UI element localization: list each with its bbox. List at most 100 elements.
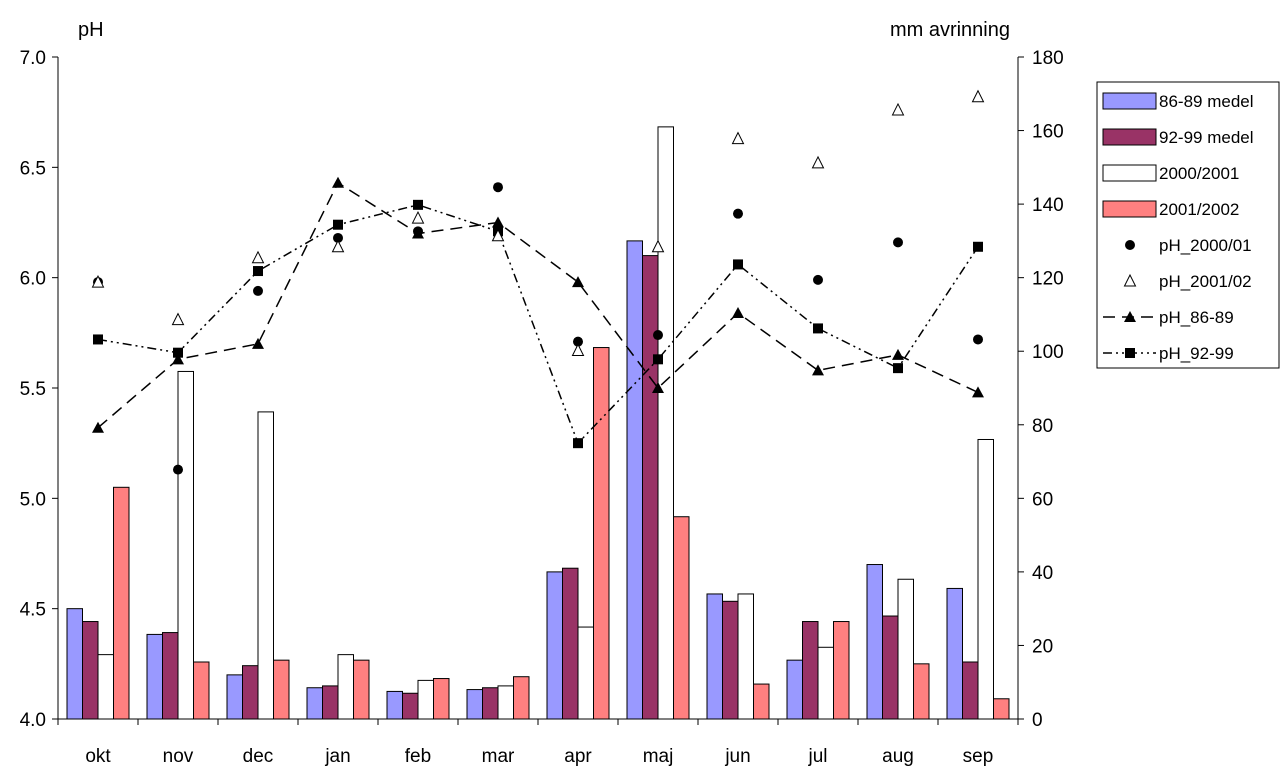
legend-label: pH_92-99 xyxy=(1159,344,1234,363)
bar-3-feb xyxy=(433,678,450,720)
bar-1-aug xyxy=(882,615,899,720)
legend: 86-89 medel 92-99 medel 2000/2001 2001/2002… xyxy=(1096,81,1280,369)
scatter-point-0-dec xyxy=(253,285,263,296)
line-point-0-dec xyxy=(252,337,264,349)
line-point-0-apr xyxy=(572,276,584,288)
bar-2-jul xyxy=(817,646,834,720)
right-tick-label: 180 xyxy=(1032,48,1064,69)
line-point-0-nov xyxy=(172,353,184,365)
x-tick-label-dec: dec xyxy=(243,746,274,767)
right-tick-label: 60 xyxy=(1032,489,1053,510)
x-tick-label-jun: jun xyxy=(724,746,750,767)
left-tick-label: 4.5 xyxy=(20,600,46,621)
legend-label: 2000/2001 xyxy=(1159,164,1239,183)
bar-2-dec xyxy=(257,411,274,720)
right-tick-label: 20 xyxy=(1032,636,1053,657)
legend-swatch xyxy=(1102,164,1157,182)
bar-2-sep xyxy=(977,438,994,720)
bar-0-maj xyxy=(626,240,643,720)
bar-3-sep xyxy=(993,698,1010,720)
bar-1-okt xyxy=(82,621,99,720)
bar-0-feb xyxy=(386,690,403,720)
legend-item-4: pH_2000/01 xyxy=(1125,236,1252,255)
bar-1-jan xyxy=(322,685,339,720)
points-layer xyxy=(91,89,985,475)
bar-2-maj xyxy=(657,126,674,720)
legend-item-5: pH_2001/02 xyxy=(1123,272,1252,291)
lines-layer xyxy=(92,176,984,449)
left-tick-label: 6.0 xyxy=(20,269,46,290)
line-point-1-jul xyxy=(813,323,823,334)
scatter-point-0-jul xyxy=(813,274,823,285)
legend-label: 92-99 medel xyxy=(1159,128,1254,147)
x-tick-label-mar: mar xyxy=(482,746,515,767)
bar-1-sep xyxy=(962,661,979,720)
scatter-point-0-jan xyxy=(333,232,343,243)
right-tick-label: 120 xyxy=(1032,269,1064,290)
scatter-point-1-nov xyxy=(171,312,185,326)
line-point-0-okt xyxy=(92,421,104,433)
x-tick-label-sep: sep xyxy=(963,746,994,767)
bar-2-jun xyxy=(737,593,754,720)
scatter-point-0-nov xyxy=(173,464,183,475)
bar-1-jun xyxy=(722,600,739,720)
bar-2-okt xyxy=(97,654,114,720)
bar-0-nov xyxy=(146,633,163,720)
left-tick-label: 5.5 xyxy=(20,379,46,400)
scatter-point-1-maj xyxy=(651,239,665,253)
line-point-1-maj xyxy=(653,354,663,365)
bar-0-mar xyxy=(466,689,483,720)
left-tick-label: 4.0 xyxy=(20,710,46,731)
legend-marker xyxy=(1124,311,1136,322)
bar-3-apr xyxy=(593,347,610,720)
x-tick-label-feb: feb xyxy=(405,746,431,767)
bar-3-jul xyxy=(833,621,850,720)
legend-label: 2001/2002 xyxy=(1159,200,1239,219)
x-tick-label-aug: aug xyxy=(882,746,914,767)
bar-2-jan xyxy=(337,654,354,720)
x-tick-label-maj: maj xyxy=(643,746,674,767)
bars-layer xyxy=(66,126,1010,720)
left-tick-label: 5.0 xyxy=(20,489,46,510)
bar-3-maj xyxy=(673,516,690,720)
line-point-1-sep xyxy=(973,241,983,252)
line-point-1-dec xyxy=(253,266,263,277)
bar-1-jul xyxy=(802,621,819,720)
bar-2-aug xyxy=(897,578,914,720)
scatter-point-0-jun xyxy=(733,208,743,219)
bar-0-okt xyxy=(66,608,83,720)
scatter-point-1-feb xyxy=(411,210,425,224)
line-series-0 xyxy=(97,181,979,429)
bar-1-apr xyxy=(562,567,579,720)
line-point-0-jul xyxy=(812,364,824,376)
bar-3-mar xyxy=(513,676,530,720)
legend-item-7: pH_92-99 xyxy=(1103,344,1234,363)
bar-3-jun xyxy=(753,683,770,720)
line-point-1-okt xyxy=(93,334,103,345)
right-tick-label: 0 xyxy=(1032,710,1043,731)
legend-marker xyxy=(1125,240,1135,250)
scatter-point-0-mar xyxy=(493,182,503,193)
scatter-point-1-jan xyxy=(331,239,345,253)
scatter-point-1-aug xyxy=(891,102,905,116)
bar-0-aug xyxy=(866,564,883,720)
scatter-point-0-aug xyxy=(893,237,903,248)
scatter-point-0-maj xyxy=(653,330,663,341)
x-tick-label-okt: okt xyxy=(85,746,111,767)
bar-3-okt xyxy=(113,486,130,720)
legend-label: pH_86-89 xyxy=(1159,308,1234,327)
line-point-1-jan xyxy=(333,219,343,230)
right-tick-label: 80 xyxy=(1032,416,1053,437)
bar-2-feb xyxy=(417,679,434,720)
legend-label: pH_2000/01 xyxy=(1159,236,1252,255)
line-point-1-nov xyxy=(173,347,183,358)
left-axis-title: pH xyxy=(78,19,104,41)
bar-3-dec xyxy=(273,659,290,720)
line-point-1-jun xyxy=(733,259,743,270)
scatter-point-1-mar xyxy=(491,228,505,242)
legend-item-6: pH_86-89 xyxy=(1103,308,1234,327)
line-point-0-aug xyxy=(892,348,904,360)
legend-marker xyxy=(1125,348,1135,358)
